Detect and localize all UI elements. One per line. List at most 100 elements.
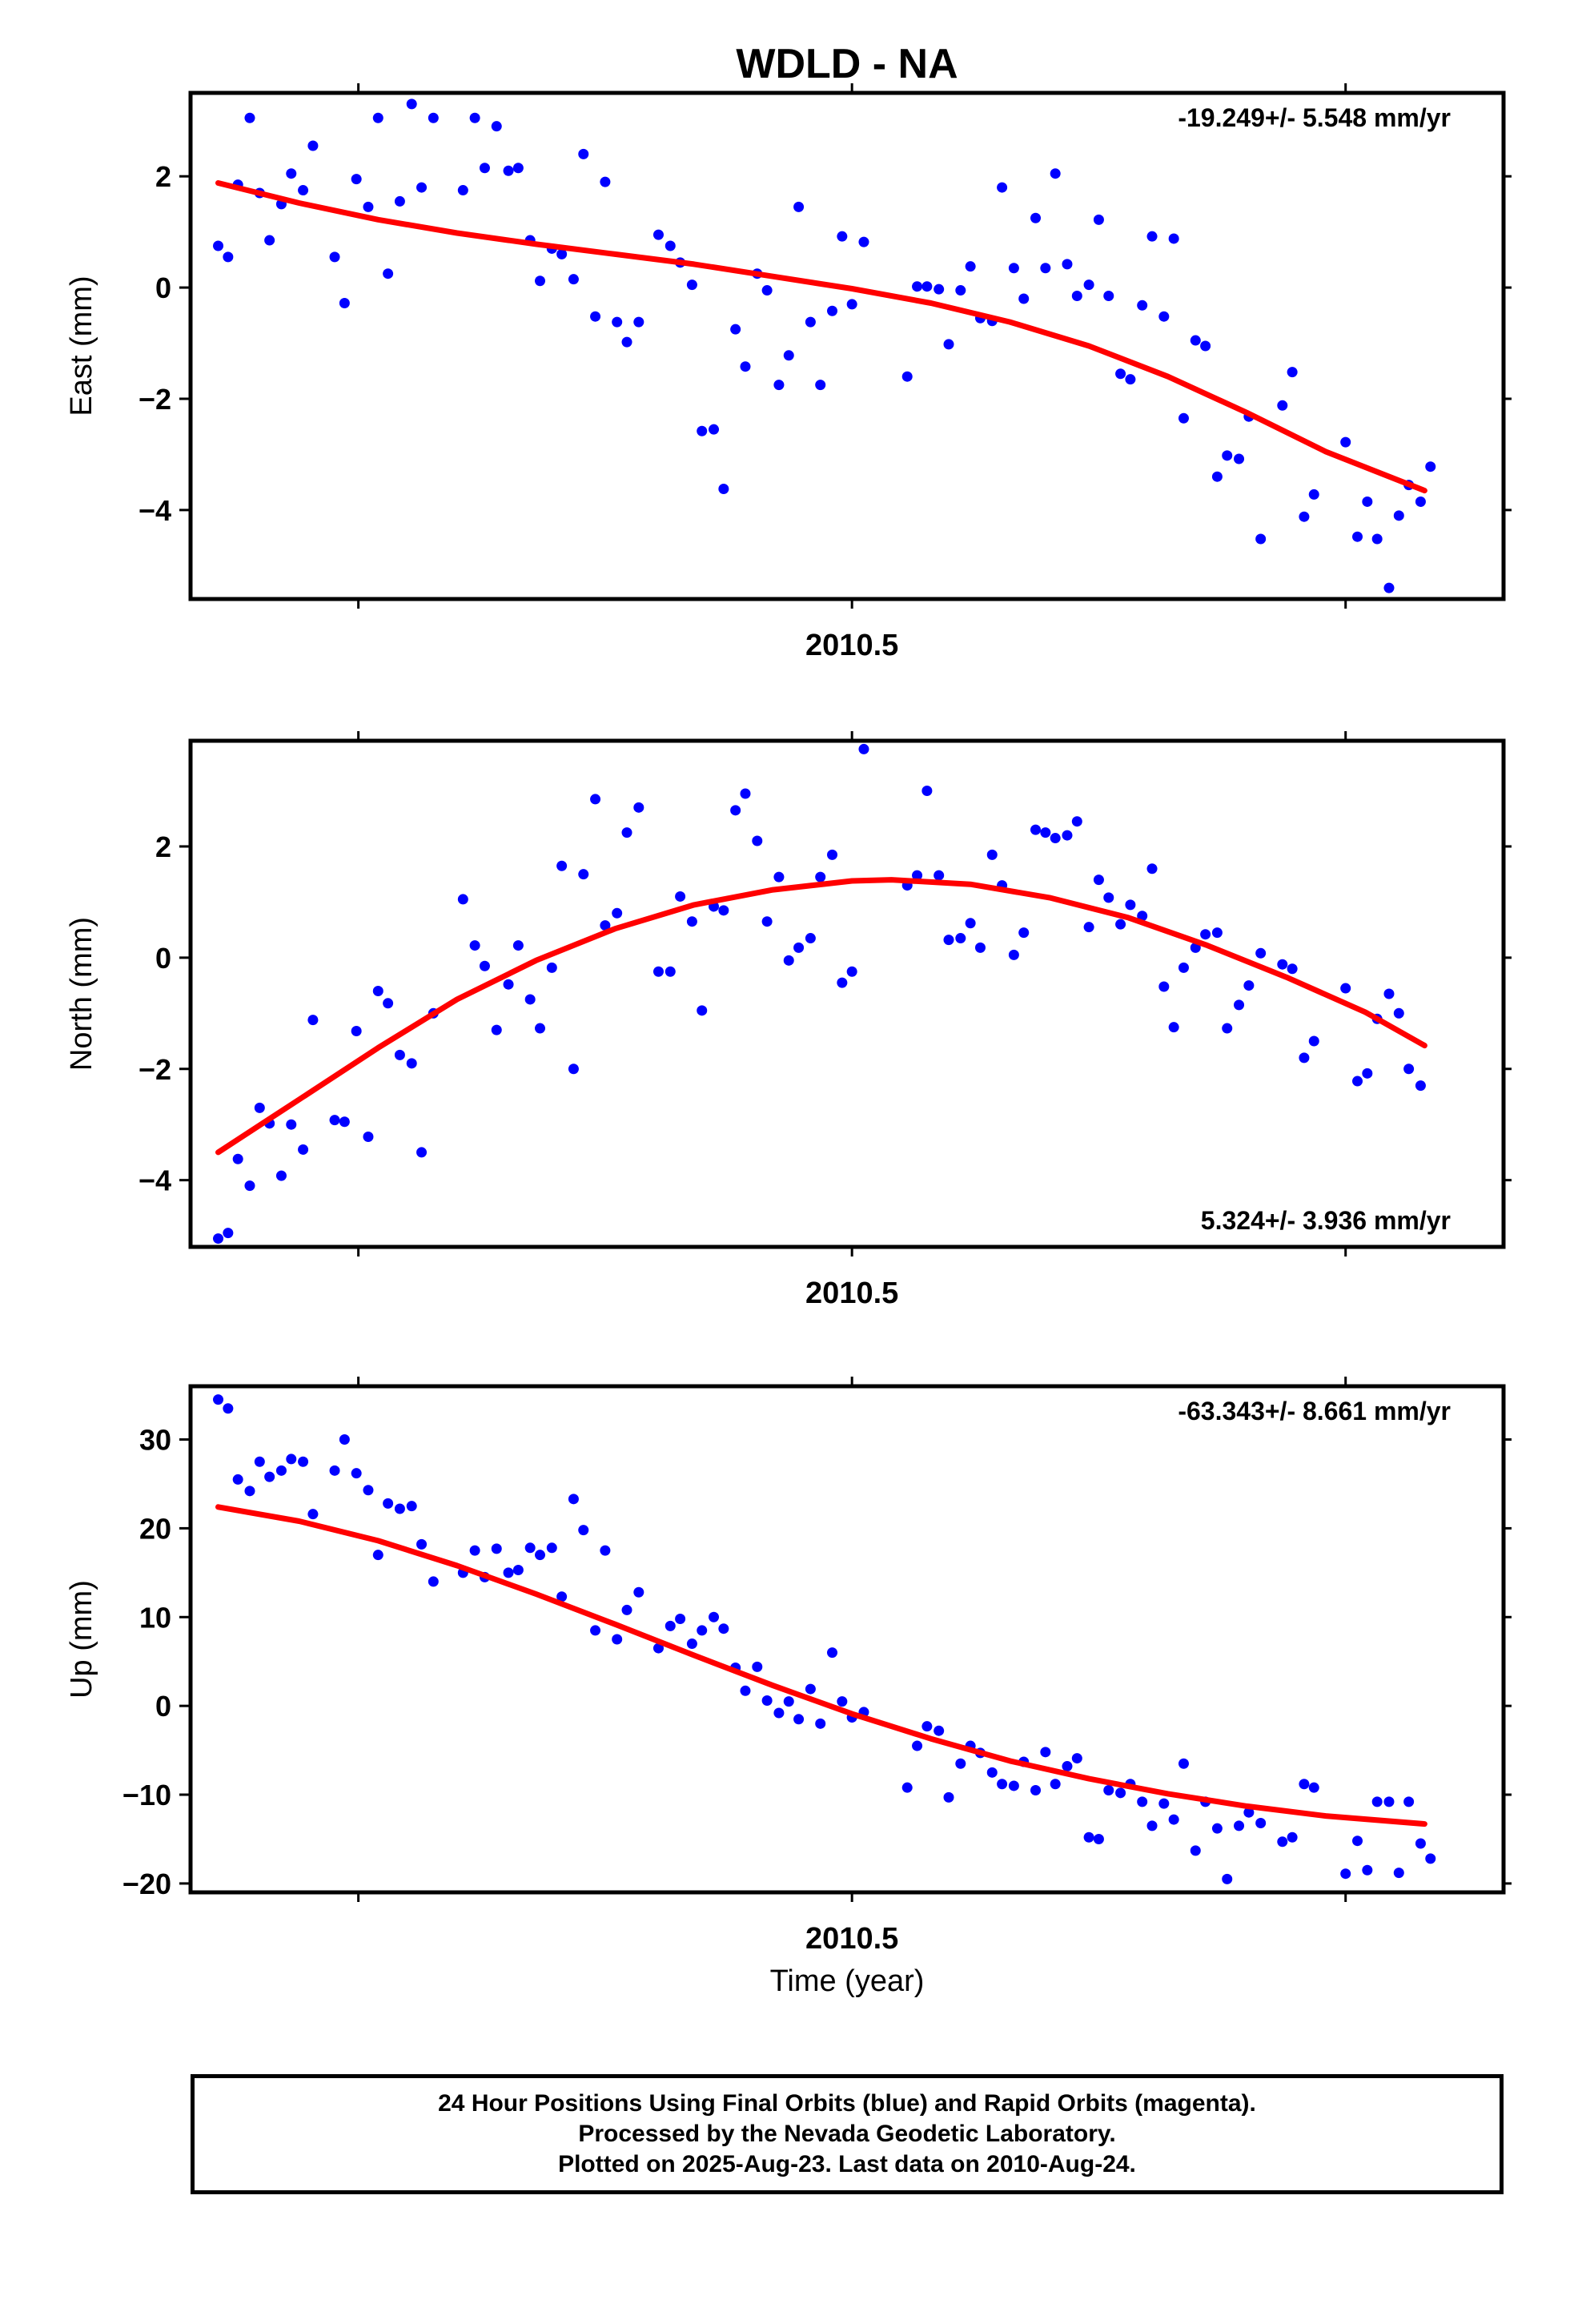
east-data-point (1277, 400, 1288, 411)
north-data-point (1137, 911, 1148, 922)
north-y-tick-label: 2 (155, 830, 171, 863)
east-data-point (590, 311, 601, 322)
north-data-point (1178, 962, 1189, 973)
up-data-point (686, 1638, 697, 1650)
up-data-point (1103, 1784, 1114, 1795)
up-data-point (783, 1696, 794, 1707)
north-y-tick-label: −4 (139, 1164, 171, 1197)
up-data-point (805, 1683, 816, 1695)
north-data-point (1158, 981, 1170, 992)
up-data-point (697, 1625, 708, 1636)
up-data-point (1158, 1798, 1170, 1809)
east-data-point (600, 176, 611, 187)
east-data-point (955, 285, 966, 296)
up-data-point (383, 1498, 394, 1509)
north-data-point (858, 743, 869, 754)
north-y-axis-label: North (mm) (65, 917, 98, 1071)
east-data-point (286, 168, 297, 179)
east-data-point (943, 339, 954, 350)
up-y-tick-label: 20 (139, 1512, 171, 1545)
up-data-point (718, 1623, 729, 1634)
up-data-point (1415, 1838, 1426, 1849)
east-data-point (556, 248, 568, 259)
east-data-point (805, 316, 816, 328)
east-data-point (1425, 461, 1436, 472)
up-data-point (1234, 1820, 1245, 1831)
east-data-point (912, 281, 923, 292)
north-data-point (1018, 927, 1030, 939)
east-data-point (1234, 453, 1245, 464)
north-data-point (1050, 833, 1061, 844)
north-data-point (600, 920, 611, 931)
north-data-point (512, 940, 524, 951)
east-data-point (406, 99, 417, 110)
up-data-point (469, 1545, 480, 1556)
east-data-point (339, 298, 350, 309)
east-data-point (503, 165, 514, 176)
up-data-point (1071, 1753, 1082, 1764)
east-data-point (1308, 489, 1319, 500)
east-data-point (815, 380, 826, 391)
north-y-tick-label: 0 (155, 942, 171, 975)
up-plot-frame (188, 1384, 1506, 1895)
up-fit-line (215, 1504, 1427, 1827)
east-y-tick-label: 0 (155, 271, 171, 304)
east-fit-line (215, 180, 1427, 494)
up-data-point (535, 1550, 546, 1561)
east-data-point (793, 201, 805, 212)
north-data-point (773, 871, 785, 883)
east-data-point (665, 240, 676, 251)
up-data-point (837, 1696, 848, 1707)
north-data-point (568, 1063, 579, 1075)
north-data-point (1393, 1007, 1404, 1019)
east-data-point (697, 425, 708, 436)
north-data-point (363, 1131, 374, 1142)
north-x-tick-label: 2010.5 (805, 1277, 898, 1310)
up-data-point (232, 1474, 243, 1485)
footer-line-plotted-on: Plotted on 2025-Aug-23. Last data on 201… (558, 2151, 1136, 2177)
east-plot-frame (188, 90, 1506, 601)
east-y-tick-label: −2 (139, 383, 171, 416)
east-data-point (761, 285, 773, 296)
east-data-point (718, 483, 729, 494)
east-data-point (1125, 374, 1136, 385)
north-data-point (793, 942, 805, 953)
east-data-point (363, 201, 374, 212)
east-data-point (1178, 412, 1189, 424)
up-data-point (1308, 1782, 1319, 1793)
up-y-tick-label: −10 (122, 1779, 171, 1811)
up-data-point (773, 1707, 785, 1719)
up-data-point (1008, 1780, 1019, 1791)
up-data-point (1093, 1833, 1104, 1844)
north-plot-frame (188, 738, 1506, 1249)
north-data-point (546, 962, 557, 973)
north-data-point (1403, 1063, 1415, 1075)
up-data-point (416, 1538, 428, 1550)
north-data-point (1362, 1068, 1373, 1079)
north-rate-label: 5.324+/- 3.936 mm/yr (1201, 1206, 1451, 1235)
north-data-point (383, 998, 394, 1009)
up-data-point (612, 1634, 623, 1645)
east-data-point (1103, 290, 1114, 301)
east-data-point (1071, 290, 1082, 301)
east-y-axis-label: East (mm) (65, 275, 98, 416)
up-data-point (1362, 1864, 1373, 1876)
east-data-point (1383, 582, 1395, 593)
north-data-point (752, 835, 763, 846)
north-data-point (329, 1115, 340, 1126)
up-data-point (1190, 1845, 1201, 1856)
up-y-tick-label: 30 (139, 1424, 171, 1457)
north-data-point (394, 1049, 405, 1060)
east-data-point (1115, 368, 1126, 380)
up-data-point (275, 1465, 287, 1476)
up-data-point (372, 1550, 383, 1561)
north-data-point (1200, 929, 1211, 940)
north-fit-line (215, 877, 1427, 1156)
north-data-point (351, 1026, 362, 1037)
east-data-point (1137, 300, 1148, 311)
east-data-point (740, 361, 751, 372)
up-data-point (578, 1525, 589, 1536)
up-data-point (709, 1611, 720, 1622)
north-data-point (372, 986, 383, 997)
north-data-point (633, 802, 644, 813)
